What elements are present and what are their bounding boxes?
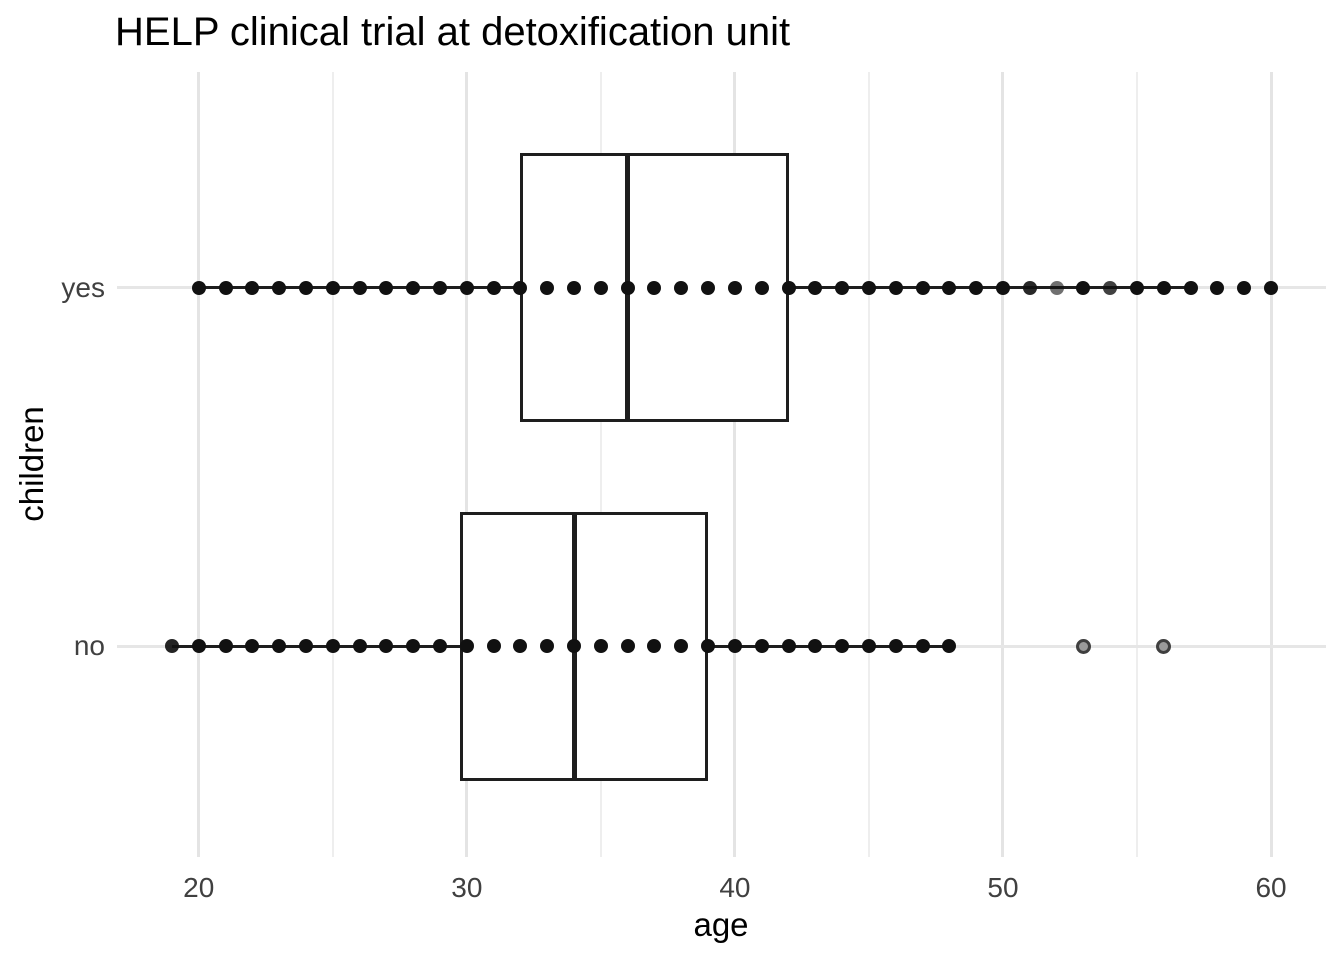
gridline-minor-vertical: [331, 72, 334, 857]
gridline-major-vertical: [197, 72, 201, 857]
y-axis-label: children: [13, 406, 50, 522]
data-point: [754, 639, 769, 653]
data-point: [915, 280, 930, 295]
gridline-major-vertical: [733, 72, 737, 857]
chart-title: HELP clinical trial at detoxification un…: [115, 10, 791, 54]
data-point: [191, 639, 206, 653]
data-point: [406, 639, 421, 653]
data-point: [164, 639, 179, 653]
data-point: [620, 280, 635, 295]
data-point: [701, 280, 716, 295]
y-category-label: yes: [61, 271, 105, 303]
data-point: [942, 639, 957, 653]
data-point: [218, 280, 233, 295]
data-point: [1210, 280, 1225, 295]
data-point: [245, 639, 260, 653]
data-point: [861, 639, 876, 653]
x-tick-label: 50: [987, 872, 1019, 903]
data-point: [486, 280, 501, 295]
outlier-point: [1075, 638, 1091, 654]
gridline-major-vertical: [1001, 72, 1005, 857]
data-point: [727, 280, 742, 295]
data-point: [781, 280, 796, 295]
data-point: [861, 280, 876, 295]
data-point: [272, 280, 287, 295]
data-point: [888, 639, 903, 653]
data-point: [298, 639, 313, 653]
data-point: [245, 280, 260, 295]
data-point: [298, 280, 313, 295]
boxplot-box-no: [460, 511, 709, 781]
data-point: [1156, 280, 1171, 295]
data-point: [808, 639, 823, 653]
data-point: [701, 639, 716, 653]
x-tick-label: 40: [719, 872, 751, 903]
data-point: [459, 280, 474, 295]
data-point: [620, 639, 635, 653]
data-point: [406, 280, 421, 295]
data-point: [1022, 280, 1037, 295]
data-point: [995, 280, 1010, 295]
gridline-major-vertical: [465, 72, 469, 857]
data-point: [1049, 280, 1064, 295]
data-point: [969, 280, 984, 295]
gridline-minor-vertical: [599, 72, 602, 857]
data-point: [647, 639, 662, 653]
data-point: [513, 639, 528, 653]
data-point: [647, 280, 662, 295]
data-point: [727, 639, 742, 653]
data-point: [1183, 280, 1198, 295]
boxplot-whisker-high: [708, 644, 950, 648]
data-point: [191, 280, 206, 295]
gridline-major-vertical: [1269, 72, 1273, 857]
data-point: [272, 639, 287, 653]
data-point: [379, 639, 394, 653]
data-point: [459, 639, 474, 653]
data-point: [593, 280, 608, 295]
data-point: [1076, 280, 1091, 295]
x-tick-label: 60: [1255, 872, 1287, 903]
y-category-label: no: [73, 630, 105, 661]
data-point: [352, 639, 367, 653]
data-point: [540, 280, 555, 295]
gridline-minor-vertical: [1136, 72, 1138, 857]
data-point: [674, 280, 689, 295]
outlier-point: [1156, 638, 1172, 654]
boxplot-whisker-low: [171, 644, 461, 648]
data-point: [352, 280, 367, 295]
data-point: [540, 639, 555, 653]
data-point: [808, 280, 823, 295]
data-point: [218, 639, 233, 653]
data-point: [379, 280, 394, 295]
data-point: [1264, 280, 1279, 295]
x-axis-label: age: [693, 906, 749, 943]
data-point: [486, 639, 501, 653]
data-point: [781, 639, 796, 653]
data-point: [1103, 280, 1118, 295]
data-point: [567, 280, 582, 295]
boxplot-whisker-high: [788, 286, 1191, 289]
data-point: [433, 280, 448, 295]
data-point: [915, 639, 930, 653]
data-point: [567, 639, 582, 653]
data-point: [433, 639, 448, 653]
x-tick-label: 20: [183, 872, 215, 903]
data-point: [835, 639, 850, 653]
gridline-minor-vertical: [867, 72, 870, 857]
data-point: [1130, 280, 1144, 295]
data-point: [942, 280, 957, 295]
data-point: [754, 280, 769, 295]
data-point: [1237, 280, 1252, 295]
data-point: [325, 280, 340, 295]
data-point: [325, 639, 340, 653]
data-point: [835, 280, 850, 295]
data-point: [674, 639, 689, 653]
data-point: [513, 280, 528, 295]
data-point: [593, 639, 608, 653]
data-point: [888, 280, 903, 295]
x-tick-label: 30: [451, 872, 483, 903]
